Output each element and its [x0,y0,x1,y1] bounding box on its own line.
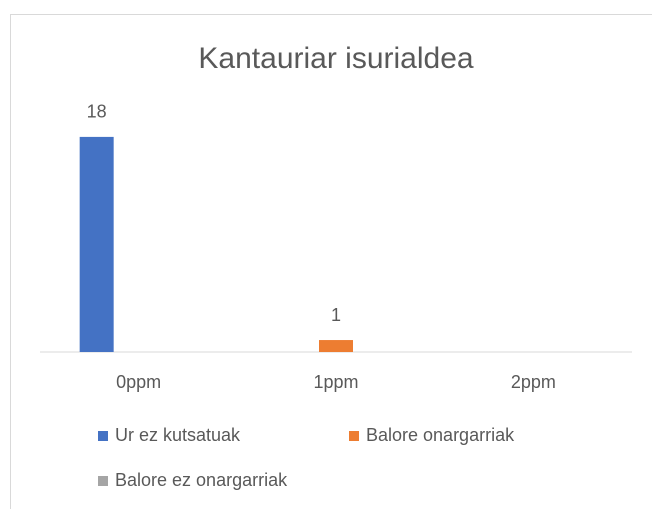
legend-swatch [98,476,108,486]
x-tick-label: 2ppm [511,372,556,392]
data-label: 1 [331,305,341,325]
chart-title: Kantauriar isurialdea [198,42,473,75]
chart-frame [10,14,652,509]
legend-swatch [98,431,108,441]
bar [319,340,353,352]
legend-label: Ur ez kutsatuak [115,425,241,445]
x-tick-label: 1ppm [313,372,358,392]
legend-swatch [349,431,359,441]
data-label: 18 [87,102,107,122]
bar [79,136,114,352]
legend-label: Balore onargarriak [366,425,515,445]
legend-label: Balore ez onargarriak [115,470,288,490]
x-tick-label: 0ppm [116,372,161,392]
